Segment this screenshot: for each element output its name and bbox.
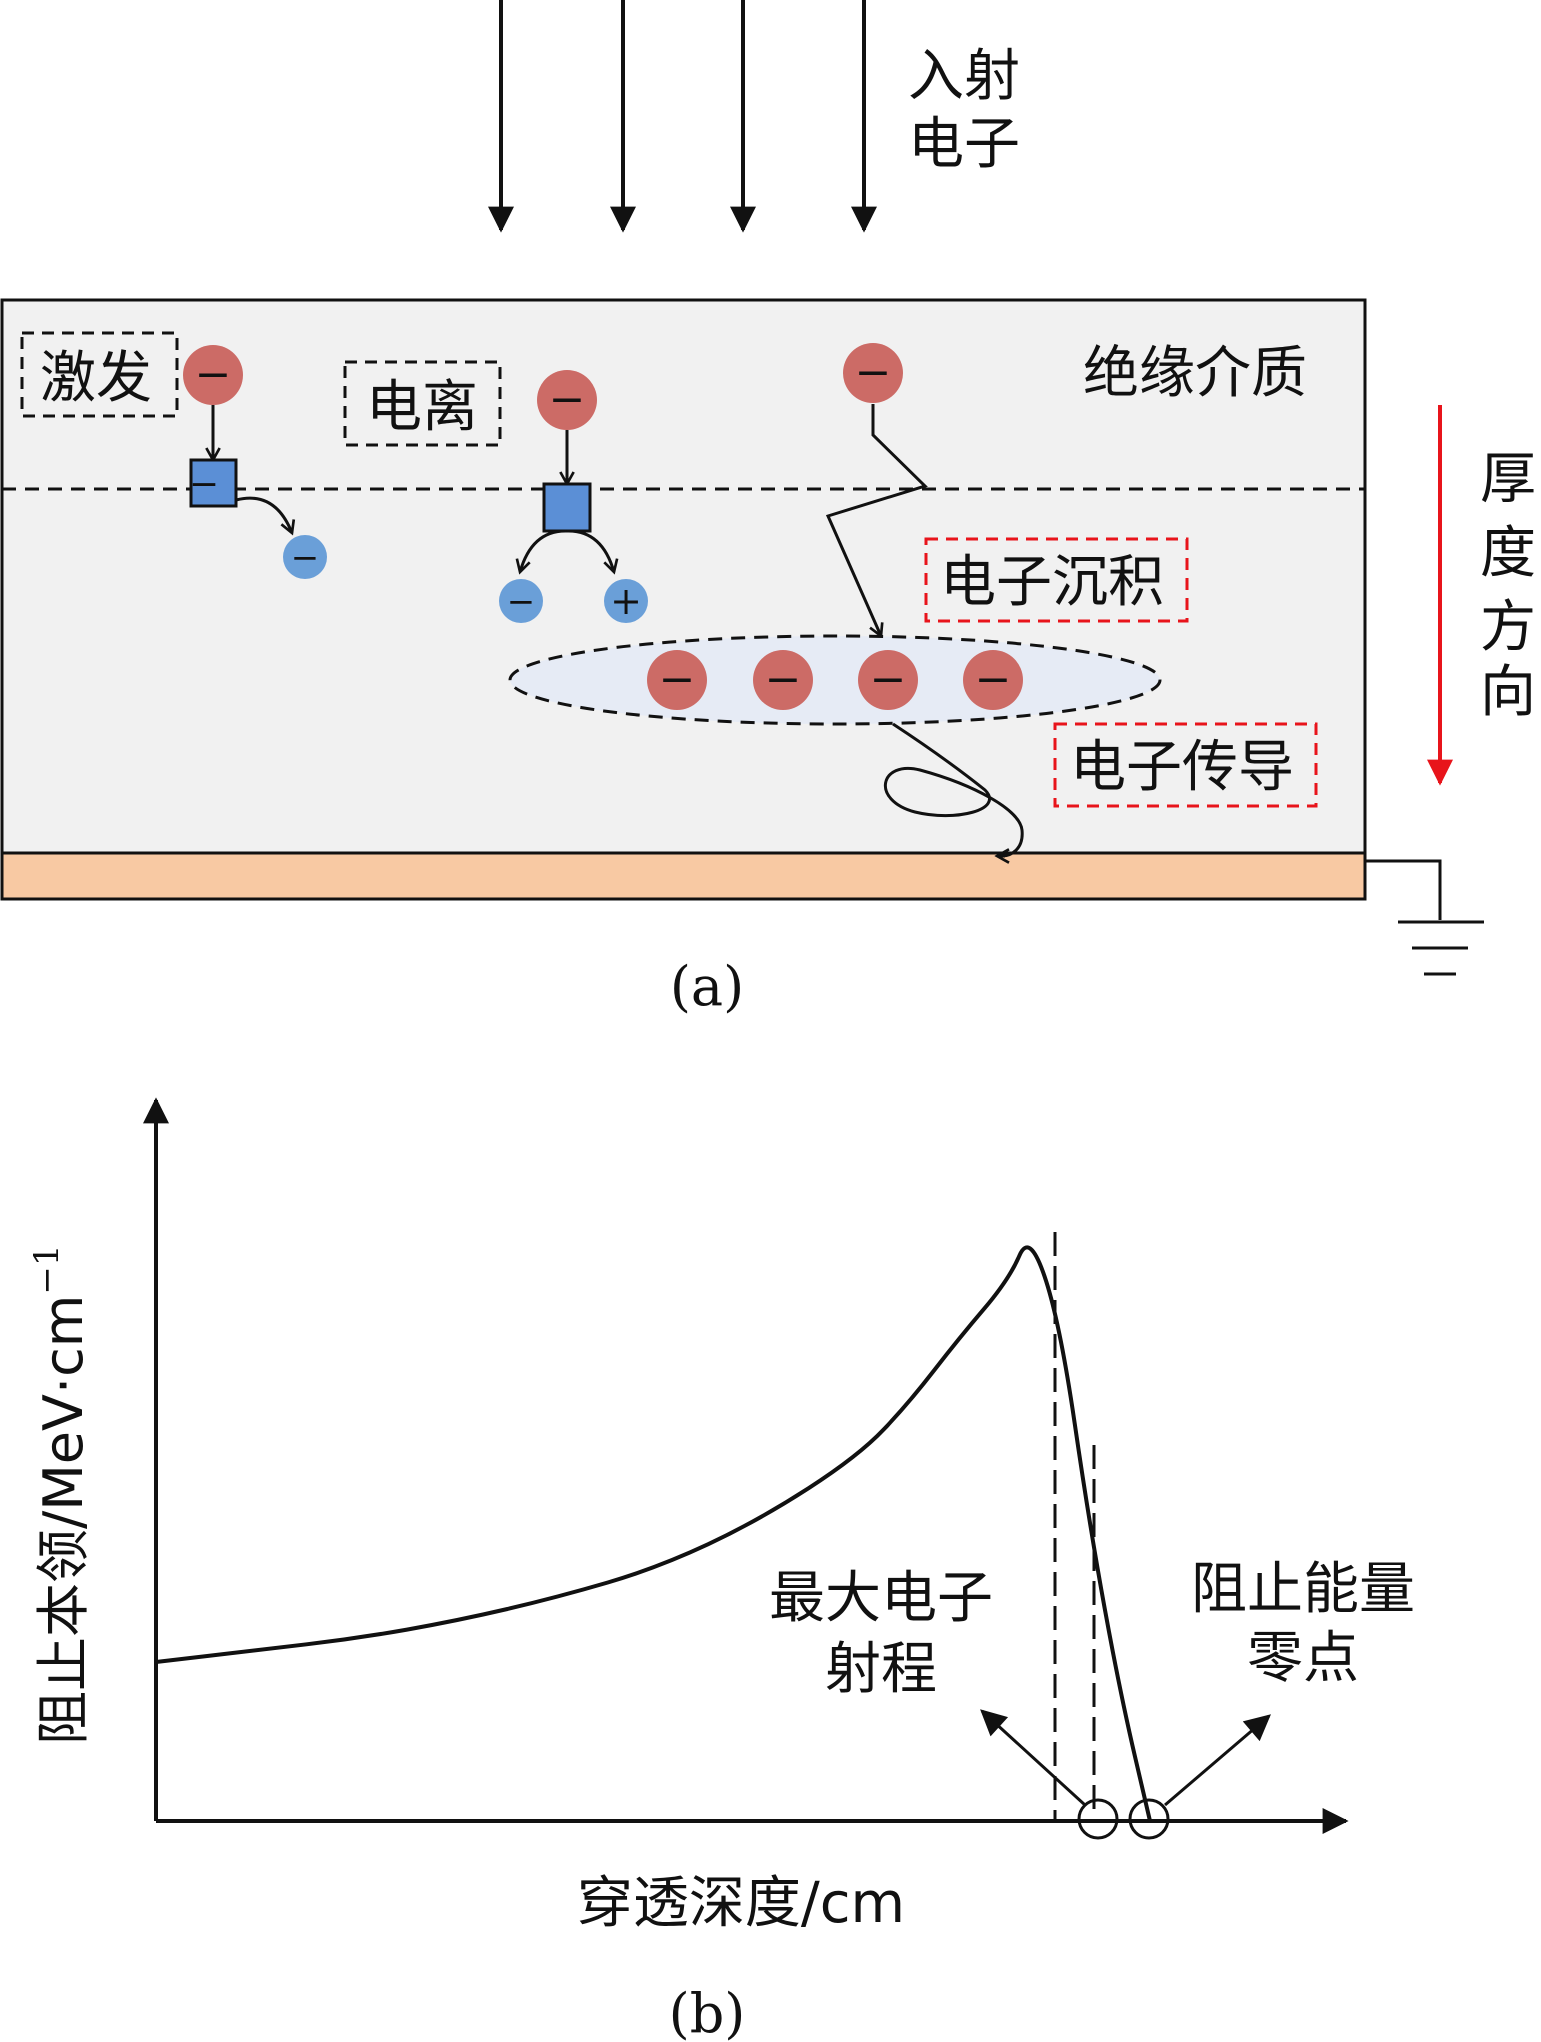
thickness-label-char-3: 方 [1480,595,1536,660]
deposited-electron-4-charge: − [975,654,1012,705]
ionization-atom-box [542,482,592,533]
excitation-secondary-charge: − [291,538,320,578]
deposition-label-box [924,537,1189,623]
zero-point-marker [1128,1798,1170,1840]
deposited-electron-3-charge: − [870,654,907,705]
panel-b: 最大电子 射程 阻止能量 零点 阻止本领/MeV·cm−1 穿透深度/cm (b… [27,1097,1415,2042]
conduction-label: 电子传导 [1070,735,1294,800]
svg-text:阻止本领/MeV·cm−1: 阻止本领/MeV·cm−1 [27,1244,95,1745]
incident-label-line1: 入射 [908,44,1020,109]
thickness-label-char-1: 厚 [1480,447,1536,512]
incident-electron-arrows [488,0,877,233]
ionization-right-arrow [566,529,614,572]
ionization-electron-charge: − [507,582,536,622]
excitation-emission-arrow [235,496,292,533]
deposition-incident-charge: − [855,347,892,398]
deposited-electron-2-charge: − [765,654,802,705]
deposition-trajectory [825,404,928,636]
zero-point-pointer-arrow [1164,1714,1271,1807]
zero-point-label-line2: 零点 [1247,1626,1359,1691]
y-axis-label-superscript: −1 [27,1244,67,1294]
incident-label-line2: 电子 [908,112,1020,177]
panel-b-caption: (b) [669,1982,746,2042]
deposited-electron-1 [647,650,707,710]
conduction-label-box [1053,722,1318,808]
x-axis-label: 穿透深度/cm [577,1871,905,1936]
zero-point-label-line1: 阻止能量 [1191,1557,1415,1622]
thickness-label-char-4: 向 [1480,660,1536,725]
deposited-electron-2 [753,650,813,710]
max-range-label-line2: 射程 [825,1637,937,1702]
medium-label: 绝缘介质 [1083,341,1307,406]
ionization-incident-electron [537,370,597,430]
excitation-incident-electron [183,345,243,405]
deposited-electron-1-charge: − [659,654,696,705]
deposition-zone [508,634,1162,726]
deposition-label: 电子沉积 [940,550,1164,615]
panel-a: 入射 电子 绝缘介质 激发 − − − 电离 − [0,0,1536,1018]
excitation-incident-charge: − [195,349,232,400]
excitation-secondary-electron [283,535,327,579]
excitation-atom-box [189,458,238,508]
max-range-pointer-arrow [980,1709,1087,1807]
ionization-label: 电离 [366,375,478,440]
max-range-marker [1077,1798,1119,1840]
conduction-path [884,722,1024,858]
y-axis-label: 阻止本领/MeV·cm−1 [27,1244,95,1745]
deposition-incident-electron [843,343,903,403]
deposited-electrons: − − − − [647,650,1023,710]
excitation-label: 激发 [40,346,152,411]
excitation-atom-charge: − [189,464,219,505]
ionization-electron [499,579,543,623]
stopping-power-curve [155,1245,1152,1822]
max-range-label-line1: 最大电子 [769,1566,993,1631]
ionization-ion-charge: + [610,579,642,623]
ground-icon [1365,859,1484,976]
deposited-electron-3 [858,650,918,710]
substrate-layer [0,851,1367,901]
y-axis-label-text: 阻止本领/MeV·cm [32,1295,95,1745]
ionization-incident-charge: − [549,374,586,425]
ionization-left-arrow [520,529,568,572]
panel-a-caption: (a) [670,955,744,1018]
thickness-label-char-2: 度 [1480,521,1536,586]
deposited-electron-4 [963,650,1023,710]
ionization-ion [604,579,648,623]
